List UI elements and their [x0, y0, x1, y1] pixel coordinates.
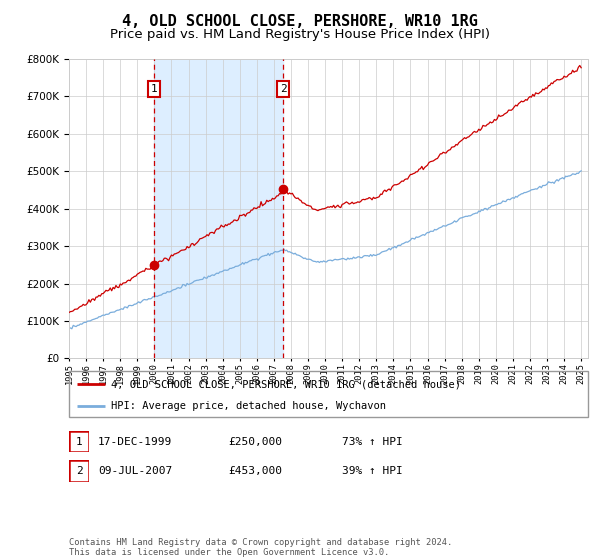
Text: 1: 1 [151, 84, 157, 94]
Text: £453,000: £453,000 [228, 466, 282, 476]
Text: 1: 1 [76, 437, 83, 447]
Text: 2: 2 [280, 84, 286, 94]
Text: 4, OLD SCHOOL CLOSE, PERSHORE, WR10 1RG (detached house): 4, OLD SCHOOL CLOSE, PERSHORE, WR10 1RG … [110, 379, 461, 389]
Text: Contains HM Land Registry data © Crown copyright and database right 2024.
This d: Contains HM Land Registry data © Crown c… [69, 538, 452, 557]
Text: 4, OLD SCHOOL CLOSE, PERSHORE, WR10 1RG: 4, OLD SCHOOL CLOSE, PERSHORE, WR10 1RG [122, 14, 478, 29]
Text: 39% ↑ HPI: 39% ↑ HPI [342, 466, 403, 476]
Text: 17-DEC-1999: 17-DEC-1999 [98, 437, 172, 447]
FancyBboxPatch shape [69, 460, 89, 482]
Text: Price paid vs. HM Land Registry's House Price Index (HPI): Price paid vs. HM Land Registry's House … [110, 28, 490, 41]
Text: 73% ↑ HPI: 73% ↑ HPI [342, 437, 403, 447]
FancyBboxPatch shape [69, 431, 89, 452]
Text: 2: 2 [76, 466, 83, 476]
Text: 09-JUL-2007: 09-JUL-2007 [98, 466, 172, 476]
Text: HPI: Average price, detached house, Wychavon: HPI: Average price, detached house, Wych… [110, 401, 386, 410]
Bar [154, 59, 283, 358]
Text: £250,000: £250,000 [228, 437, 282, 447]
